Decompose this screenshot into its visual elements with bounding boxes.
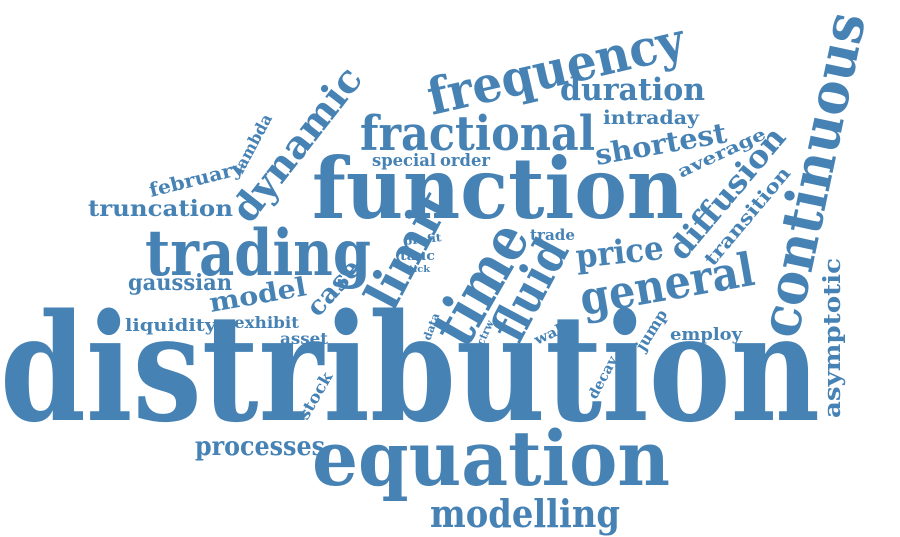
word-duration: duration (560, 72, 705, 108)
word-order: order (440, 151, 491, 171)
word-price: price (574, 228, 666, 276)
word-gaussian: gaussian (128, 270, 232, 296)
word-asset: asset (280, 329, 329, 348)
word-employ: employ (670, 325, 743, 345)
word-exhibit: exhibit (234, 313, 300, 332)
word-fractional: fractional (360, 106, 595, 162)
word-trade: trade (530, 226, 575, 244)
word-liquidity: liquidity (125, 316, 217, 336)
word-distribution: distribution (0, 281, 820, 455)
word-intraday: intraday (603, 107, 700, 129)
word-truncation: truncation (88, 196, 233, 222)
word-profit: profit (403, 231, 443, 248)
word-trading: trading (145, 216, 371, 291)
word-tauc: tauc (400, 249, 435, 264)
word-modelling: modelling (430, 491, 620, 536)
word-function: function (312, 139, 684, 238)
word-special: special (372, 151, 437, 171)
word-tick: tick (409, 265, 431, 275)
word-processes: processes (195, 432, 325, 462)
word-cloud-words: distribution function equation continuou… (0, 6, 879, 536)
word-asymptotic: asymptotic (819, 258, 846, 418)
word-equation: equation (312, 414, 670, 503)
